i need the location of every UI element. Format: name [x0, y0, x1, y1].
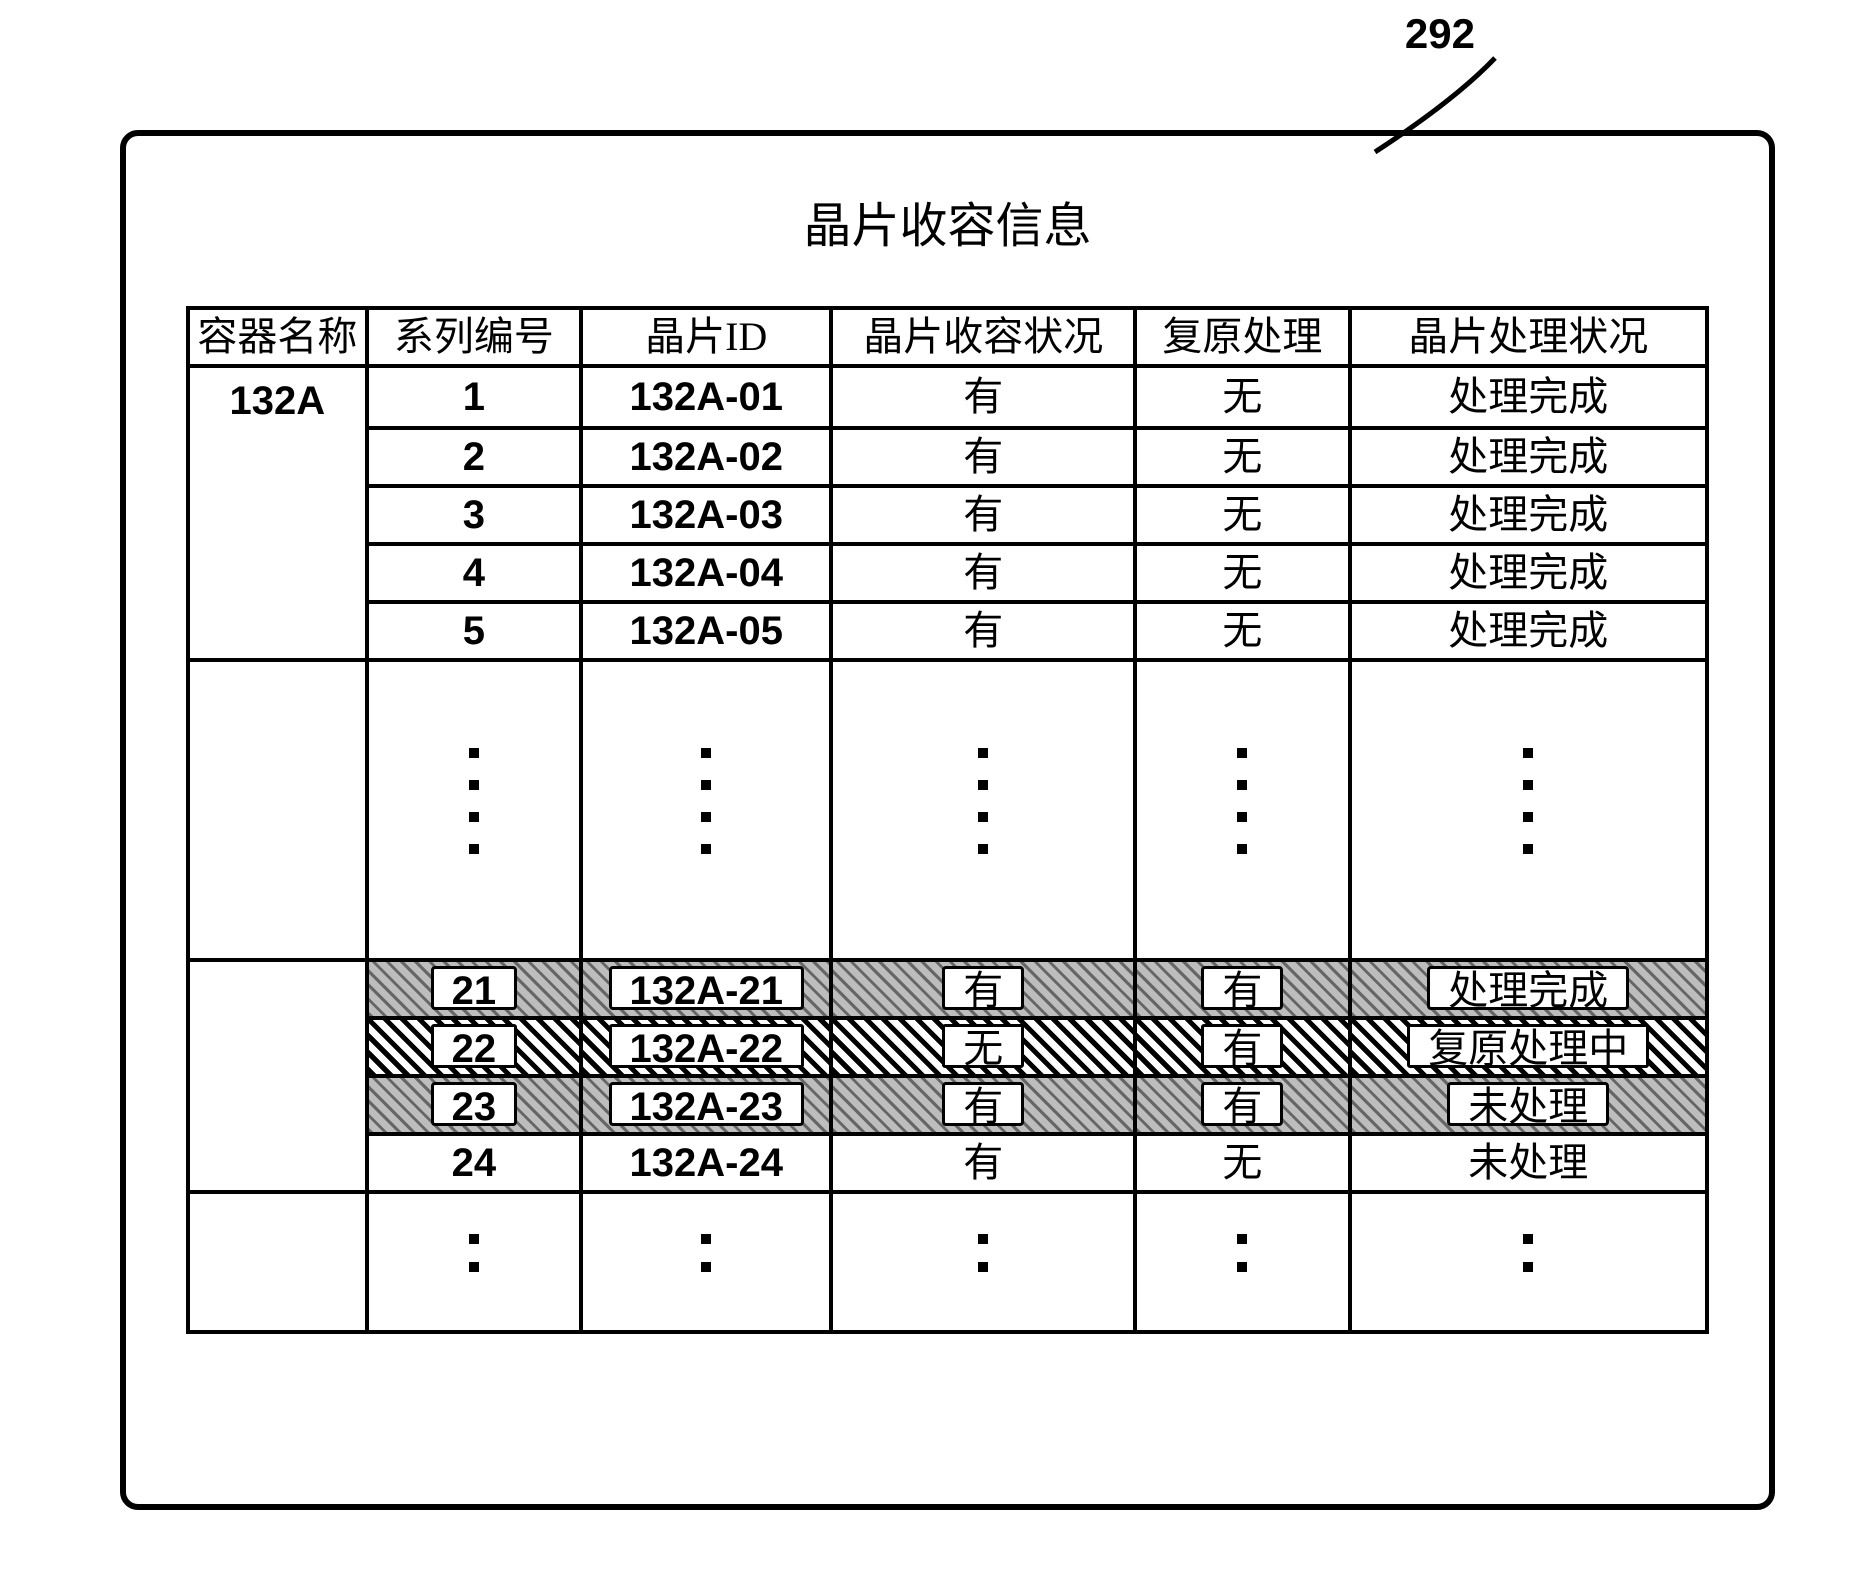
cell-recovery: 无: [1135, 1134, 1349, 1192]
cell-status: 处理完成: [1350, 428, 1707, 486]
container-blank: [188, 1192, 367, 1332]
table-header-row: 容器名称 系列编号 晶片ID 晶片收容状况 复原处理 晶片处理状况: [188, 308, 1707, 366]
cell-storage: 有: [831, 960, 1135, 1018]
table-ellipsis-row: [188, 1192, 1707, 1332]
cell-id: 132A-21: [581, 960, 831, 1018]
wafer-table: 容器名称 系列编号 晶片ID 晶片收容状况 复原处理 晶片处理状况 132A 1…: [186, 306, 1709, 1334]
ellipsis-cell: [581, 1192, 831, 1332]
cell-serial: 4: [367, 544, 581, 602]
cell-id: 132A-05: [581, 602, 831, 660]
ellipsis-cell: [581, 660, 831, 960]
cell-storage: 有: [831, 428, 1135, 486]
col-header-storage: 晶片收容状况: [831, 308, 1135, 366]
container-blank: [188, 1134, 367, 1192]
cell-recovery: 有: [1135, 960, 1349, 1018]
ellipsis-cell: [1350, 1192, 1707, 1332]
cell-status: 处理完成: [1350, 366, 1707, 428]
table-row: 2 132A-02 有 无 处理完成: [188, 428, 1707, 486]
cell-id: 132A-22: [581, 1018, 831, 1076]
cell-id: 132A-04: [581, 544, 831, 602]
table-row: 132A 1 132A-01 有 无 处理完成: [188, 366, 1707, 428]
ellipsis-cell: [367, 1192, 581, 1332]
container-blank: [188, 660, 367, 960]
cell-id: 132A-23: [581, 1076, 831, 1134]
table-row: 24 132A-24 有 无 未处理: [188, 1134, 1707, 1192]
cell-recovery: 无: [1135, 602, 1349, 660]
cell-storage: 有: [831, 602, 1135, 660]
container-blank: [188, 602, 367, 660]
cell-serial: 22: [367, 1018, 581, 1076]
cell-recovery: 无: [1135, 544, 1349, 602]
table-row-highlighted: 21 132A-21 有 有 处理完成: [188, 960, 1707, 1018]
table-ellipsis-row: [188, 660, 1707, 960]
col-header-status: 晶片处理状况: [1350, 308, 1707, 366]
ellipsis-cell: [1135, 660, 1349, 960]
figure-leader-line: [1355, 50, 1515, 160]
cell-status: 处理完成: [1350, 486, 1707, 544]
container-blank: [188, 1076, 367, 1134]
panel-title: 晶片收容信息: [186, 186, 1709, 256]
cell-id: 132A-02: [581, 428, 831, 486]
container-blank: [188, 428, 367, 486]
col-header-recovery: 复原处理: [1135, 308, 1349, 366]
cell-serial: 24: [367, 1134, 581, 1192]
cell-serial: 5: [367, 602, 581, 660]
cell-status: 处理完成: [1350, 602, 1707, 660]
cell-serial: 23: [367, 1076, 581, 1134]
col-header-serial: 系列编号: [367, 308, 581, 366]
cell-id: 132A-24: [581, 1134, 831, 1192]
table-row-highlighted: 23 132A-23 有 有 未处理: [188, 1076, 1707, 1134]
cell-serial: 3: [367, 486, 581, 544]
table-row: 5 132A-05 有 无 处理完成: [188, 602, 1707, 660]
cell-serial: 1: [367, 366, 581, 428]
cell-storage: 有: [831, 544, 1135, 602]
ellipsis-cell: [1350, 660, 1707, 960]
cell-storage: 无: [831, 1018, 1135, 1076]
table-row: 4 132A-04 有 无 处理完成: [188, 544, 1707, 602]
table-row: 3 132A-03 有 无 处理完成: [188, 486, 1707, 544]
cell-serial: 21: [367, 960, 581, 1018]
cell-recovery: 无: [1135, 486, 1349, 544]
container-blank: [188, 486, 367, 544]
container-blank: [188, 544, 367, 602]
container-blank: [188, 960, 367, 1018]
container-name-cell: 132A: [188, 366, 367, 428]
cell-storage: 有: [831, 486, 1135, 544]
cell-status: 处理完成: [1350, 960, 1707, 1018]
ellipsis-cell: [1135, 1192, 1349, 1332]
cell-id: 132A-01: [581, 366, 831, 428]
cell-storage: 有: [831, 366, 1135, 428]
col-header-container: 容器名称: [188, 308, 367, 366]
ellipsis-cell: [831, 1192, 1135, 1332]
cell-status: 处理完成: [1350, 544, 1707, 602]
panel-frame: 晶片收容信息 容器名称 系列编号 晶片ID 晶片收容状况 复原处理 晶片处理状况…: [120, 130, 1775, 1510]
cell-recovery: 有: [1135, 1076, 1349, 1134]
table-row-highlighted: 22 132A-22 无 有 复原处理中: [188, 1018, 1707, 1076]
ellipsis-cell: [367, 660, 581, 960]
container-blank: [188, 1018, 367, 1076]
cell-recovery: 有: [1135, 1018, 1349, 1076]
cell-id: 132A-03: [581, 486, 831, 544]
ellipsis-cell: [831, 660, 1135, 960]
cell-recovery: 无: [1135, 366, 1349, 428]
cell-status: 未处理: [1350, 1134, 1707, 1192]
cell-storage: 有: [831, 1076, 1135, 1134]
cell-storage: 有: [831, 1134, 1135, 1192]
col-header-wafer-id: 晶片ID: [581, 308, 831, 366]
cell-recovery: 无: [1135, 428, 1349, 486]
cell-serial: 2: [367, 428, 581, 486]
cell-status: 复原处理中: [1350, 1018, 1707, 1076]
cell-status: 未处理: [1350, 1076, 1707, 1134]
